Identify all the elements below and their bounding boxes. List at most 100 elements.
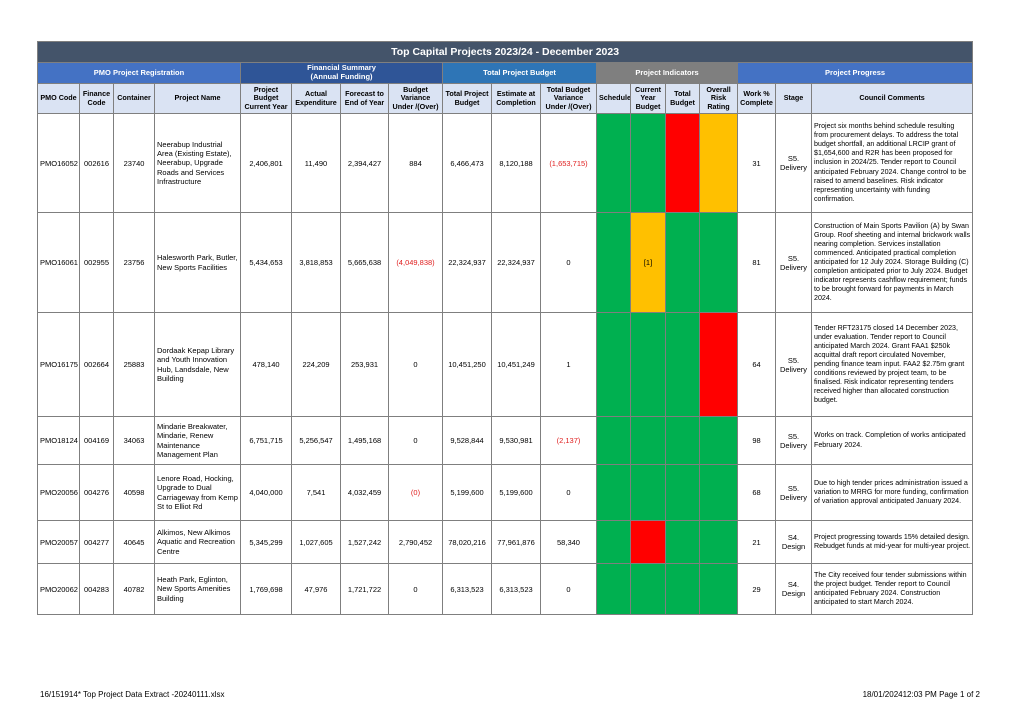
work-complete: 21 — [737, 520, 776, 564]
actual-expenditure: 224,209 — [291, 312, 341, 417]
total-project-budget: 5,199,600 — [442, 464, 492, 521]
group-total-budget: Total Project Budget — [442, 62, 597, 84]
pmo-code: PMO20056 — [37, 464, 80, 521]
estimate-completion: 8,120,188 — [491, 113, 541, 213]
project-budget: 2,406,801 — [240, 113, 292, 213]
table-row: PMO20056 004276 40598 Lenore Road, Hocki… — [37, 464, 974, 521]
col-forecast: Forecast to End of Year — [340, 83, 389, 114]
actual-expenditure: 47,976 — [291, 563, 341, 615]
col-estimate-completion: Estimate at Completion — [491, 83, 541, 114]
col-total-project-budget: Total Project Budget — [442, 83, 492, 114]
current-year-budget-indicator — [630, 113, 666, 213]
stage: S5. Delivery — [775, 212, 812, 313]
container: 25883 — [113, 312, 155, 417]
stage: S5. Delivery — [775, 312, 812, 417]
forecast: 1,495,168 — [340, 416, 389, 465]
finance-code: 004276 — [79, 464, 114, 521]
finance-code: 002616 — [79, 113, 114, 213]
risk-indicator — [699, 212, 738, 313]
table-row: PMO20062 004283 40782 Heath Park, Eglint… — [37, 563, 974, 615]
total-budget-variance: 0 — [540, 464, 597, 521]
finance-code: 004169 — [79, 416, 114, 465]
project-budget: 4,040,000 — [240, 464, 292, 521]
budget-variance: 2,790,452 — [388, 520, 443, 564]
col-work-complete: Work % Complete — [737, 83, 776, 114]
actual-expenditure: 5,256,547 — [291, 416, 341, 465]
footer-file-reference: 16/151914* Top Project Data Extract -202… — [40, 690, 225, 699]
forecast: 1,721,722 — [340, 563, 389, 615]
council-comments: Works on track. Completion of works anti… — [810, 416, 974, 465]
col-actual-expenditure: Actual Expenditure — [291, 83, 341, 114]
footer-date-page: 18/01/202412:03 PM Page 1 of 2 — [862, 690, 980, 699]
current-year-budget-indicator — [630, 312, 666, 417]
total-budget-indicator — [665, 212, 700, 313]
estimate-completion: 9,530,981 — [491, 416, 541, 465]
budget-variance: 884 — [388, 113, 443, 213]
pmo-code: PMO16061 — [37, 212, 80, 313]
finance-code: 002664 — [79, 312, 114, 417]
project-name: Alkimos, New Alkimos Aquatic and Recreat… — [154, 520, 241, 564]
group-progress: Project Progress — [736, 62, 974, 84]
finance-code: 002955 — [79, 212, 114, 313]
project-budget: 6,751,715 — [240, 416, 292, 465]
container: 40598 — [113, 464, 155, 521]
col-total-budget-variance: Total Budget Variance Under /(Over) — [540, 83, 597, 114]
budget-variance: (0) — [388, 464, 443, 521]
budget-variance: (4,049,838) — [388, 212, 443, 313]
work-complete: 64 — [737, 312, 776, 417]
col-budget-variance: Budget Variance Under /(Over) — [388, 83, 443, 114]
council-comments: Project six months behind schedule resul… — [810, 113, 974, 213]
stage: S4. Design — [775, 563, 812, 615]
forecast: 4,032,459 — [340, 464, 389, 521]
col-total-budget-indicator: Total Budget — [665, 83, 700, 114]
col-council-comments: Council Comments — [810, 83, 974, 114]
group-financial-line2: (Annual Funding) — [310, 72, 373, 81]
total-project-budget: 22,324,937 — [442, 212, 492, 313]
total-budget-variance: (1,653,715) — [540, 113, 597, 213]
schedule-indicator — [596, 212, 631, 313]
pmo-code: PMO18124 — [37, 416, 80, 465]
work-complete: 68 — [737, 464, 776, 521]
budget-variance: 0 — [388, 416, 443, 465]
budget-variance: 0 — [388, 312, 443, 417]
total-budget-indicator — [665, 464, 700, 521]
project-name: Neerabup Industrial Area (Existing Estat… — [154, 113, 241, 213]
actual-expenditure: 11,490 — [291, 113, 341, 213]
project-name: Dordaak Kepap Library and Youth Innovati… — [154, 312, 241, 417]
col-pmo-code: PMO Code — [37, 83, 80, 114]
risk-indicator — [699, 312, 738, 417]
current-year-budget-indicator — [630, 520, 666, 564]
actual-expenditure: 7,541 — [291, 464, 341, 521]
capital-projects-table: Top Capital Projects 2023/24 - December … — [36, 41, 974, 615]
project-name: Mindarie Breakwater, Mindarie, Renew Mai… — [154, 416, 241, 465]
report-title: Top Capital Projects 2023/24 - December … — [36, 41, 974, 63]
estimate-completion: 10,451,249 — [491, 312, 541, 417]
pmo-code: PMO20057 — [37, 520, 80, 564]
total-project-budget: 6,466,473 — [442, 113, 492, 213]
total-budget-indicator — [665, 312, 700, 417]
project-budget: 478,140 — [240, 312, 292, 417]
finance-code: 004277 — [79, 520, 114, 564]
col-schedule: Schedule — [596, 83, 631, 114]
total-budget-variance: (2,137) — [540, 416, 597, 465]
council-comments: Tender RFT23175 closed 14 December 2023,… — [810, 312, 974, 417]
col-finance-code: Finance Code — [79, 83, 114, 114]
group-indicators: Project Indicators — [596, 62, 738, 84]
table-row: PMO18124 004169 34063 Mindarie Breakwate… — [37, 416, 974, 465]
container: 40782 — [113, 563, 155, 615]
group-registration: PMO Project Registration — [37, 62, 241, 84]
project-budget: 5,434,653 — [240, 212, 292, 313]
council-comments: The City received four tender submission… — [810, 563, 974, 615]
schedule-indicator — [596, 520, 631, 564]
current-year-budget-indicator — [630, 416, 666, 465]
forecast: 1,527,242 — [340, 520, 389, 564]
project-name: Lenore Road, Hocking, Upgrade to Dual Ca… — [154, 464, 241, 521]
table-row: PMO16061 002955 23756 Halesworth Park, B… — [37, 212, 974, 313]
group-financial-line1: Financial Summary — [307, 63, 376, 73]
total-budget-indicator — [665, 113, 700, 213]
current-year-budget-indicator — [630, 563, 666, 615]
total-budget-variance: 1 — [540, 312, 597, 417]
risk-indicator — [699, 520, 738, 564]
budget-variance: 0 — [388, 563, 443, 615]
total-project-budget: 6,313,523 — [442, 563, 492, 615]
